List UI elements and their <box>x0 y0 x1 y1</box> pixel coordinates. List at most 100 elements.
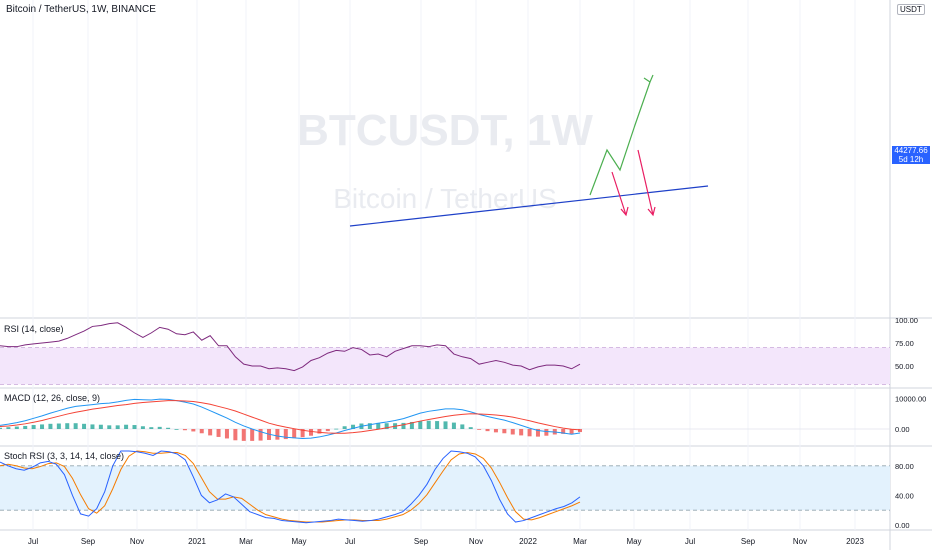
macd-histogram-bar <box>292 429 297 439</box>
macd-histogram-bar <box>275 429 280 440</box>
macd-histogram-bar <box>384 423 389 429</box>
macd-histogram-bar <box>48 423 53 429</box>
time-tick-label: Sep <box>414 537 429 546</box>
macd-histogram-bar <box>477 429 482 430</box>
time-tick-label: 2021 <box>188 537 206 546</box>
currency-unit-button[interactable]: USDT <box>897 4 925 15</box>
macd-histogram-bar <box>409 421 414 429</box>
watermark-line-2: Bitcoin / TetherUS <box>333 183 557 214</box>
macd-histogram-bar <box>510 429 515 435</box>
macd-pane <box>0 398 890 441</box>
macd-histogram-bar <box>23 425 28 429</box>
macd-histogram-bar <box>535 429 540 437</box>
macd-histogram-bar <box>107 425 112 429</box>
time-tick-label: Sep <box>741 537 756 546</box>
macd-histogram-bar <box>140 426 145 429</box>
macd-histogram-bar <box>342 426 347 429</box>
bearish-arrowhead-2 <box>647 206 656 217</box>
time-tick-label: Jul <box>685 537 695 546</box>
macd-histogram-bar <box>334 428 339 430</box>
stoch-k-line <box>0 450 581 524</box>
rsi-band <box>0 347 890 385</box>
macd-histogram-bar <box>426 420 431 429</box>
bearish-projection-1 <box>611 171 627 216</box>
macd-histogram-bar <box>233 429 238 441</box>
time-tick-label: May <box>626 537 641 546</box>
macd-histogram-bar <box>561 429 566 434</box>
macd-histogram-bar <box>174 429 179 430</box>
time-tick-label: 2022 <box>519 537 537 546</box>
macd-histogram-bar <box>56 423 61 429</box>
stoch-tick-label: 40.00 <box>895 491 914 500</box>
macd-histogram-bar <box>451 422 456 429</box>
time-tick-label: Nov <box>793 537 807 546</box>
macd-histogram-bar <box>519 429 524 436</box>
macd-histogram-bar <box>82 423 87 429</box>
macd-tick-label: 0.00 <box>895 425 910 434</box>
time-tick-label: Nov <box>130 537 144 546</box>
chart-title: Bitcoin / TetherUS, 1W, BINANCE <box>6 4 156 15</box>
stoch-legend[interactable]: Stoch RSI (3, 3, 14, 14, close) <box>4 451 125 461</box>
macd-line <box>0 398 581 439</box>
macd-histogram-bar <box>325 429 330 432</box>
time-tick-label: Mar <box>239 537 253 546</box>
macd-histogram-bar <box>367 423 372 429</box>
macd-histogram-bar <box>124 424 129 429</box>
macd-histogram-bar <box>166 427 171 429</box>
stoch-d-line <box>0 450 581 523</box>
macd-histogram-bar <box>98 424 103 429</box>
macd-histogram-bar <box>40 424 45 429</box>
price-pane <box>349 74 709 227</box>
time-tick-label: May <box>291 537 306 546</box>
stoch-tick-label: 80.00 <box>895 462 914 471</box>
rsi-line <box>0 322 581 372</box>
macd-histogram-bar <box>502 429 507 434</box>
macd-histogram-bar <box>351 424 356 429</box>
macd-tick-label: 10000.00 <box>895 395 926 404</box>
rsi-legend[interactable]: RSI (14, close) <box>4 324 64 334</box>
macd-histogram-bar <box>182 429 187 431</box>
macd-histogram-bar <box>73 423 78 429</box>
macd-histogram-bar <box>250 429 255 441</box>
macd-histogram-bar <box>191 429 196 432</box>
macd-histogram-bar <box>208 429 213 436</box>
macd-histogram-bar <box>0 427 2 429</box>
rsi-tick-label: 50.00 <box>895 362 914 371</box>
macd-histogram-bar <box>199 429 204 434</box>
macd-histogram-bar <box>401 422 406 429</box>
macd-histogram-bar <box>157 426 162 429</box>
macd-histogram-bar <box>309 429 314 436</box>
time-tick-label: Jul <box>28 537 38 546</box>
macd-histogram-bar <box>216 429 221 437</box>
last-price-tag: 44277.66 5d 12h <box>892 146 930 164</box>
time-tick-label: 2023 <box>846 537 864 546</box>
macd-histogram-bar <box>258 429 263 441</box>
macd-histogram-bar <box>14 426 19 429</box>
grid-lines <box>32 0 856 530</box>
macd-signal-line <box>0 400 581 434</box>
macd-histogram-bar <box>460 424 465 429</box>
macd-histogram-bar <box>132 425 137 429</box>
macd-histogram-bar <box>317 429 322 434</box>
macd-histogram-bar <box>468 427 473 429</box>
macd-legend[interactable]: MACD (12, 26, close, 9) <box>4 393 101 403</box>
macd-histogram-bar <box>435 421 440 429</box>
macd-histogram-bar <box>300 429 305 438</box>
macd-histogram-bar <box>31 425 36 429</box>
bullish-arrowhead <box>643 74 654 83</box>
bearish-projection-2 <box>637 149 654 216</box>
bearish-arrowhead-1 <box>620 206 629 217</box>
macd-histogram-bar <box>418 421 423 429</box>
macd-histogram-bar <box>224 429 229 439</box>
bar-countdown: 5d 12h <box>898 155 924 164</box>
stoch-band <box>0 465 890 511</box>
stoch-pane <box>0 450 890 524</box>
rsi-pane <box>0 322 890 385</box>
time-tick-label: Jul <box>345 537 355 546</box>
rsi-tick-label: 75.00 <box>895 339 914 348</box>
macd-histogram-bar <box>6 427 11 429</box>
macd-histogram-bar <box>544 429 549 436</box>
bullish-projection <box>589 81 651 196</box>
